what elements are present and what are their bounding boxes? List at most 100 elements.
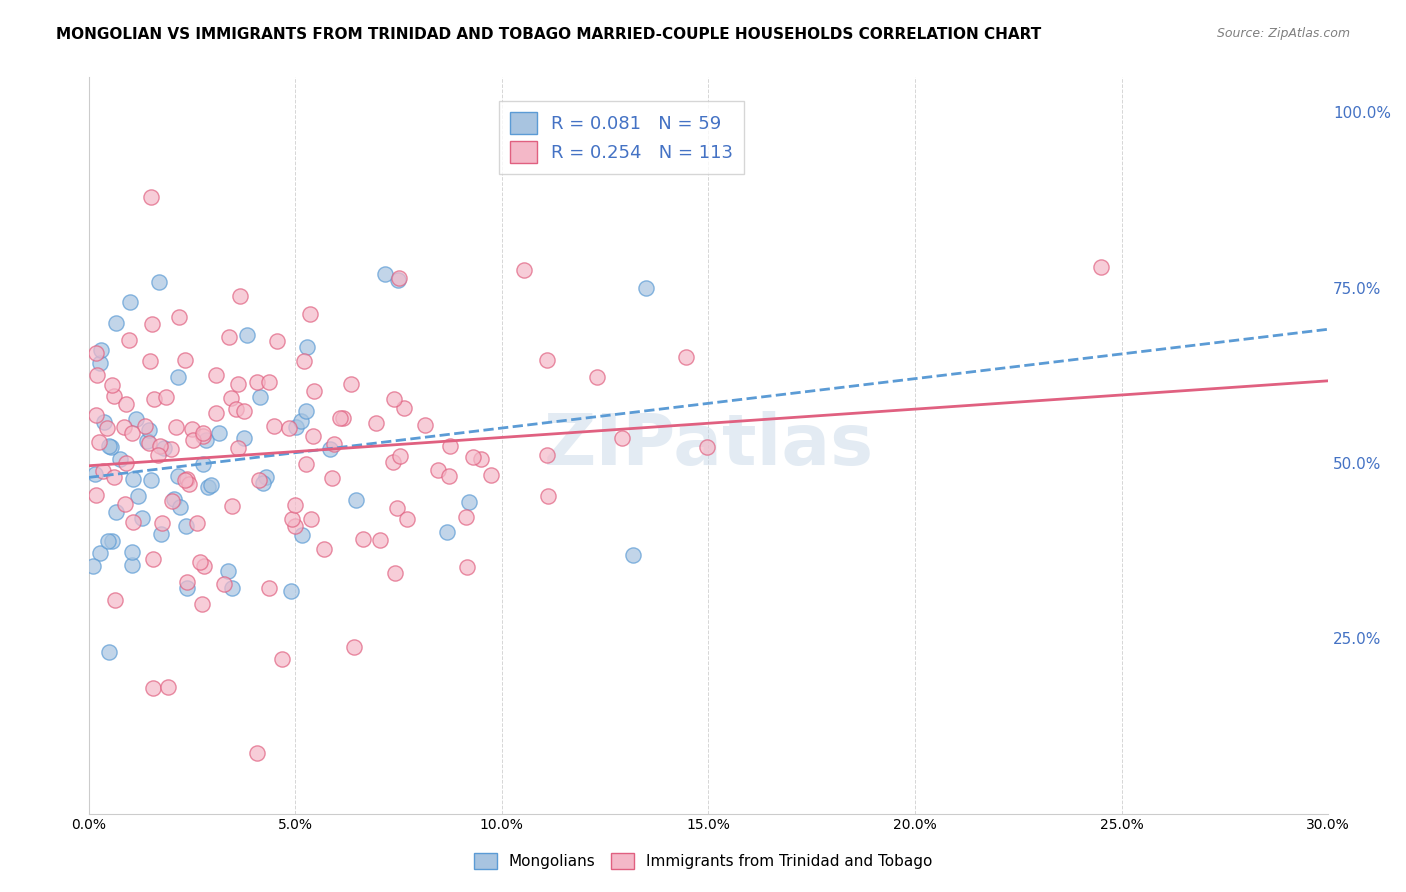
Point	[143, 392, 166, 406]
Point	[87, 435, 110, 450]
Point	[191, 597, 214, 611]
Point	[89, 546, 111, 560]
Point	[246, 376, 269, 390]
Point	[82, 558, 104, 573]
Point	[146, 448, 169, 462]
Point	[218, 330, 240, 344]
Point	[481, 467, 503, 482]
Point	[536, 448, 558, 462]
Point	[233, 431, 256, 445]
Point	[204, 406, 226, 420]
Point	[299, 512, 322, 526]
Point	[150, 516, 173, 530]
Point	[302, 428, 325, 442]
Point	[156, 680, 179, 694]
Point	[249, 390, 271, 404]
Point	[612, 431, 634, 445]
Point	[191, 457, 214, 471]
Point	[219, 391, 242, 405]
Point	[312, 542, 335, 557]
Point	[200, 478, 222, 492]
Point	[388, 270, 411, 285]
Point	[186, 516, 208, 530]
Point	[160, 442, 183, 456]
Point	[142, 681, 165, 695]
Point	[115, 456, 138, 470]
Point	[134, 418, 156, 433]
Point	[138, 436, 160, 450]
Point	[284, 518, 307, 533]
Point	[98, 645, 121, 659]
Point	[135, 434, 157, 448]
Point	[188, 555, 211, 569]
Point	[675, 350, 697, 364]
Point	[97, 533, 120, 548]
Text: MONGOLIAN VS IMMIGRANTS FROM TRINIDAD AND TOBAGO MARRIED-COUPLE HOUSEHOLDS CORRE: MONGOLIAN VS IMMIGRANTS FROM TRINIDAD AN…	[56, 27, 1042, 42]
Point	[121, 426, 143, 441]
Point	[167, 468, 190, 483]
Point	[536, 489, 558, 503]
Point	[427, 463, 450, 477]
Legend: Mongolians, Immigrants from Trinidad and Tobago: Mongolians, Immigrants from Trinidad and…	[468, 847, 938, 875]
Point	[436, 524, 458, 539]
Point	[385, 501, 408, 516]
Point	[271, 651, 294, 665]
Point	[104, 593, 127, 607]
Point	[696, 440, 718, 454]
Point	[415, 417, 437, 432]
Point	[105, 505, 128, 519]
Point	[266, 334, 288, 349]
Point	[439, 439, 461, 453]
Point	[96, 421, 118, 435]
Point	[100, 534, 122, 549]
Point	[366, 417, 388, 431]
Point	[304, 384, 326, 398]
Point	[374, 267, 396, 281]
Point	[290, 414, 312, 428]
Point	[86, 368, 108, 382]
Point	[83, 467, 105, 482]
Point	[352, 533, 374, 547]
Point	[212, 576, 235, 591]
Point	[252, 475, 274, 490]
Point	[536, 352, 558, 367]
Point	[621, 548, 644, 562]
Point	[121, 545, 143, 559]
Point	[226, 441, 249, 455]
Point	[1090, 260, 1112, 274]
Point	[344, 492, 367, 507]
Point	[281, 512, 304, 526]
Point	[396, 512, 419, 526]
Point	[208, 425, 231, 440]
Point	[291, 528, 314, 542]
Point	[114, 497, 136, 511]
Point	[191, 426, 214, 441]
Point	[169, 500, 191, 514]
Point	[294, 404, 316, 418]
Point	[142, 551, 165, 566]
Point	[89, 356, 111, 370]
Point	[636, 281, 658, 295]
Point	[321, 471, 343, 485]
Point	[513, 263, 536, 277]
Point	[586, 370, 609, 384]
Point	[125, 412, 148, 426]
Point	[105, 316, 128, 330]
Point	[193, 429, 215, 443]
Point	[101, 378, 124, 392]
Point	[228, 288, 250, 302]
Point	[84, 346, 107, 360]
Point	[181, 422, 204, 436]
Point	[257, 375, 280, 389]
Point	[163, 491, 186, 506]
Point	[387, 273, 409, 287]
Text: ZIPatlas: ZIPatlas	[543, 411, 873, 480]
Point	[155, 390, 177, 404]
Point	[389, 449, 412, 463]
Point	[131, 510, 153, 524]
Point	[166, 369, 188, 384]
Legend: R = 0.081   N = 59, R = 0.254   N = 113: R = 0.081 N = 59, R = 0.254 N = 113	[499, 101, 744, 174]
Point	[127, 489, 149, 503]
Point	[193, 558, 215, 573]
Point	[118, 333, 141, 347]
